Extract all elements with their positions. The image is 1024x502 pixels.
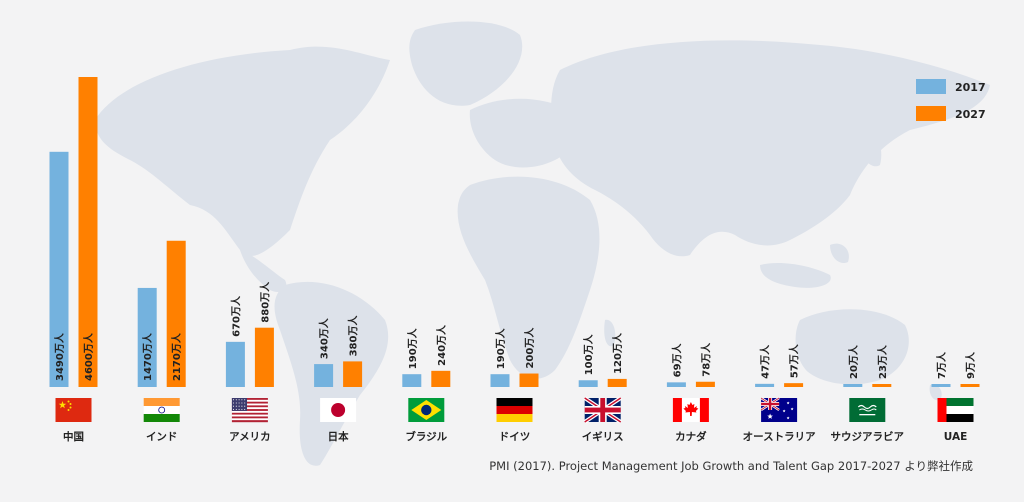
legend: 2017 2027: [916, 79, 986, 121]
uk-flag-icon: [583, 396, 622, 424]
category-label-2: アメリカ: [229, 431, 270, 443]
bar-2017-1: [137, 287, 157, 387]
category-label-3: 日本: [328, 430, 349, 443]
value-label-2027-10: 9万人: [964, 351, 977, 379]
value-label-2017-6: 100万人: [582, 333, 595, 375]
bar-2027-0: [78, 77, 98, 387]
bar-2027-3: [343, 361, 363, 387]
usa-flag-icon: [231, 398, 268, 423]
value-label-2017-4: 190万人: [406, 327, 419, 369]
value-label-2017-8: 47万人: [759, 344, 772, 379]
bar-2027-2: [254, 327, 274, 387]
category-label-9: サウジアラビア: [831, 430, 905, 443]
canada-flag-icon: [672, 398, 709, 422]
bar-2027-10: [960, 384, 980, 387]
value-label-2017-3: 340万人: [318, 317, 331, 359]
bar-2017-0: [49, 151, 69, 387]
bar-2017-5: [490, 374, 510, 387]
category-label-0: 中国: [63, 430, 84, 443]
value-label-2017-9: 20万人: [847, 344, 860, 379]
bar-2027-8: [784, 383, 804, 387]
value-label-2027-0: 4600万人: [82, 332, 95, 381]
source-note: PMI (2017). Project Management Job Growt…: [489, 459, 973, 473]
bar-2027-9: [872, 384, 892, 387]
value-label-2027-1: 2170万人: [170, 332, 183, 381]
legend-swatch-2017: [916, 79, 946, 94]
world-map-background: [95, 21, 990, 466]
value-label-2027-9: 23万人: [876, 344, 889, 379]
saudi-arabia-flag-icon: [849, 398, 886, 422]
value-label-2017-1: 1470万人: [141, 332, 154, 381]
flags-layer: [55, 396, 974, 424]
category-label-6: イギリス: [582, 430, 624, 443]
value-label-2027-7: 78万人: [699, 342, 712, 377]
value-labels-layer: 3490万人 4600万人 1470万人 2170万人 670万人 880万人 340万人 3…: [53, 281, 977, 381]
value-label-2027-8: 57万人: [788, 343, 801, 378]
bar-2017-8: [755, 383, 775, 387]
bar-2017-4: [402, 374, 422, 387]
value-label-2027-6: 120万人: [611, 332, 624, 374]
legend-swatch-2027: [916, 106, 946, 121]
category-label-8: オーストラリア: [743, 431, 816, 443]
value-label-2017-2: 670万人: [229, 295, 242, 337]
bar-2017-3: [314, 364, 334, 387]
value-label-2027-5: 200万人: [523, 327, 536, 369]
value-label-2027-3: 380万人: [347, 315, 360, 357]
legend-label-2027: 2027: [955, 108, 986, 121]
value-label-2017-5: 190万人: [494, 327, 507, 369]
bar-2017-2: [225, 341, 245, 387]
australia-flag-icon: [760, 397, 798, 422]
bar-2017-7: [666, 382, 686, 387]
uae-flag-icon: [937, 398, 974, 422]
japan-flag-icon: [320, 398, 357, 422]
value-label-2017-7: 69万人: [670, 342, 683, 377]
value-label-2017-0: 3490万人: [53, 332, 66, 381]
value-label-2027-2: 880万人: [258, 281, 271, 323]
bar-2027-6: [607, 378, 627, 387]
category-label-10: UAE: [944, 431, 968, 443]
category-label-4: ブラジル: [405, 430, 447, 443]
value-label-2017-10: 7万人: [935, 351, 948, 379]
bars-layer: [49, 77, 980, 387]
china-flag-icon: [55, 398, 92, 422]
germany-flag-icon: [496, 398, 533, 422]
bar-2027-7: [695, 381, 715, 387]
bar-2027-1: [166, 240, 186, 387]
category-label-1: インド: [146, 431, 178, 443]
india-flag-icon: [143, 398, 180, 422]
category-labels-layer: 中国 インド アメリカ 日本 ブラジル ドイツ イギリス カナダ オーストラリア サウジアラビア U…: [63, 430, 967, 443]
legend-label-2017: 2017: [955, 81, 986, 94]
bar-2017-9: [843, 384, 863, 387]
category-label-5: ドイツ: [499, 431, 531, 443]
brazil-flag-icon: [408, 398, 445, 422]
category-label-7: カナダ: [675, 430, 707, 443]
bar-2017-6: [578, 380, 598, 387]
bar-2027-4: [431, 370, 451, 387]
value-label-2027-4: 240万人: [435, 324, 448, 366]
bar-2027-5: [519, 373, 539, 387]
bar-2017-10: [931, 384, 951, 387]
